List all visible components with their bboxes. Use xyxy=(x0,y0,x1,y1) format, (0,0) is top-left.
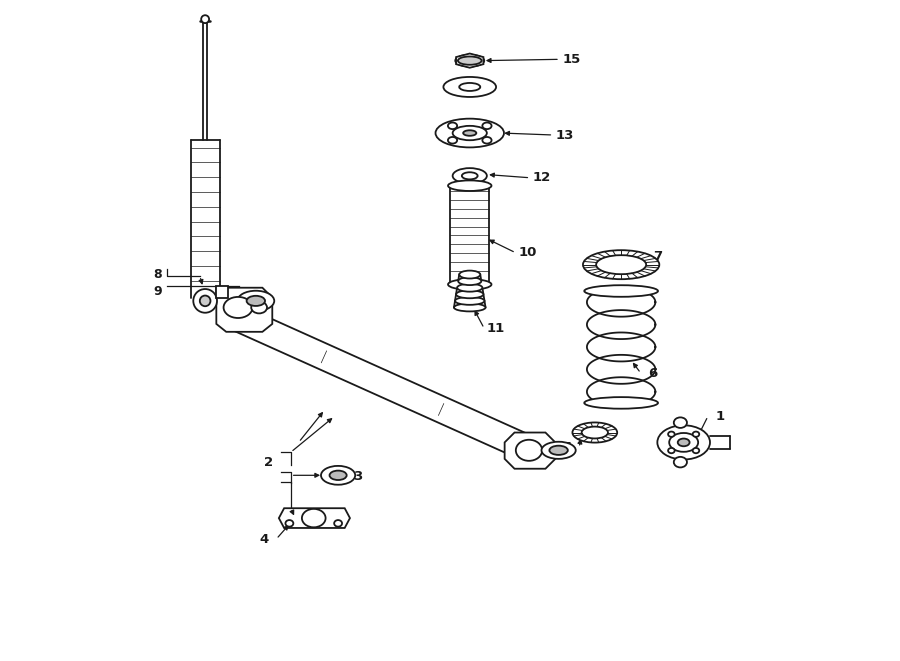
Ellipse shape xyxy=(448,137,457,143)
Ellipse shape xyxy=(247,296,265,306)
Ellipse shape xyxy=(584,397,658,408)
Ellipse shape xyxy=(448,279,491,290)
Ellipse shape xyxy=(334,520,342,527)
Ellipse shape xyxy=(674,457,687,467)
Text: 3: 3 xyxy=(353,470,363,483)
Polygon shape xyxy=(456,54,483,67)
Ellipse shape xyxy=(329,471,346,480)
Ellipse shape xyxy=(596,255,646,274)
Ellipse shape xyxy=(448,122,457,129)
Text: 15: 15 xyxy=(562,53,580,66)
Ellipse shape xyxy=(285,520,293,527)
Ellipse shape xyxy=(693,432,699,437)
Ellipse shape xyxy=(302,509,326,527)
Ellipse shape xyxy=(549,446,568,455)
Ellipse shape xyxy=(693,448,699,453)
Ellipse shape xyxy=(583,250,660,279)
Ellipse shape xyxy=(223,297,253,318)
Ellipse shape xyxy=(251,301,267,313)
Ellipse shape xyxy=(321,466,356,485)
Text: 13: 13 xyxy=(556,128,574,141)
Ellipse shape xyxy=(584,285,658,297)
Polygon shape xyxy=(216,288,273,332)
Text: 2: 2 xyxy=(265,455,274,469)
Ellipse shape xyxy=(482,122,491,129)
Ellipse shape xyxy=(454,303,485,311)
Ellipse shape xyxy=(464,130,476,136)
Ellipse shape xyxy=(457,284,482,292)
Text: 14: 14 xyxy=(477,81,495,93)
Text: 4: 4 xyxy=(260,533,269,546)
Ellipse shape xyxy=(670,433,698,452)
Ellipse shape xyxy=(674,417,687,428)
Ellipse shape xyxy=(455,55,484,67)
Ellipse shape xyxy=(668,448,675,453)
Text: 10: 10 xyxy=(518,247,537,259)
Polygon shape xyxy=(279,508,350,528)
Ellipse shape xyxy=(581,426,608,438)
Text: 9: 9 xyxy=(153,284,162,297)
Ellipse shape xyxy=(238,291,274,311)
Ellipse shape xyxy=(194,289,217,313)
Ellipse shape xyxy=(458,277,482,285)
Ellipse shape xyxy=(444,77,496,97)
Ellipse shape xyxy=(459,270,481,278)
Ellipse shape xyxy=(657,425,710,459)
Text: 12: 12 xyxy=(533,171,552,184)
Ellipse shape xyxy=(458,56,482,65)
Ellipse shape xyxy=(200,295,211,306)
Ellipse shape xyxy=(453,168,487,184)
Ellipse shape xyxy=(668,432,675,437)
Text: 1: 1 xyxy=(716,410,724,422)
Ellipse shape xyxy=(453,126,487,140)
Polygon shape xyxy=(505,432,555,469)
Ellipse shape xyxy=(542,442,576,459)
Ellipse shape xyxy=(482,137,491,143)
Polygon shape xyxy=(230,305,535,461)
Ellipse shape xyxy=(462,173,478,179)
Ellipse shape xyxy=(455,297,484,305)
Text: 6: 6 xyxy=(648,367,657,380)
Ellipse shape xyxy=(436,119,504,147)
Text: 7: 7 xyxy=(652,251,662,263)
Text: 11: 11 xyxy=(487,322,505,335)
Ellipse shape xyxy=(448,180,491,191)
Ellipse shape xyxy=(459,83,481,91)
Ellipse shape xyxy=(678,438,689,446)
Polygon shape xyxy=(216,286,229,297)
Ellipse shape xyxy=(572,422,617,443)
Ellipse shape xyxy=(456,290,483,298)
Text: 5: 5 xyxy=(562,441,572,454)
Ellipse shape xyxy=(516,440,542,461)
Ellipse shape xyxy=(202,15,209,23)
Text: 8: 8 xyxy=(153,268,162,281)
